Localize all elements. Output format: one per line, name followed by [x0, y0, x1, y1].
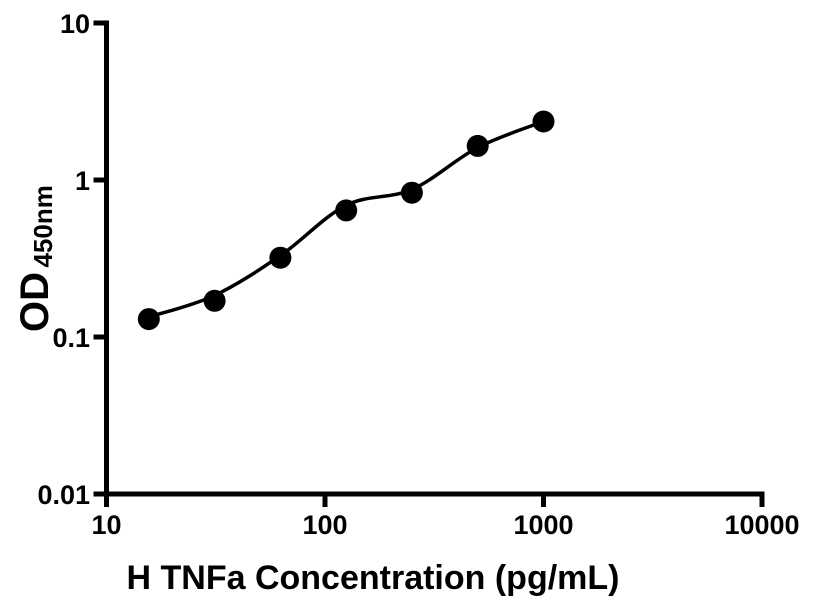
- y-tick-label: 10: [60, 9, 90, 39]
- y-axis-title: OD 450nm: [13, 185, 58, 332]
- x-tick-label: 1000: [513, 510, 573, 540]
- y-axis-title-subscript: 450nm: [28, 185, 58, 267]
- y-axis-title-main: OD: [13, 272, 57, 332]
- data-point: [532, 110, 555, 133]
- data-point: [137, 308, 160, 331]
- x-tick-label: 10000: [724, 510, 799, 540]
- ticks-group: [93, 20, 765, 507]
- x-axis-title: H TNFa Concentration (pg/mL): [127, 559, 620, 597]
- x-tick-label: 100: [302, 510, 347, 540]
- y-tick-label: 0.1: [52, 323, 90, 353]
- axes-group: [104, 20, 765, 497]
- tick-labels-group: 10 100 1000 10000 0.01 0.1 1 10: [37, 9, 799, 540]
- x-tick-label: 10: [91, 510, 121, 540]
- y-tick-label: 0.01: [37, 480, 90, 510]
- data-point: [335, 199, 358, 222]
- data-point: [466, 134, 489, 157]
- data-point: [269, 246, 292, 269]
- data-point: [203, 289, 226, 312]
- data-points-group: [137, 110, 555, 331]
- y-tick-label: 1: [75, 166, 90, 196]
- data-point: [400, 181, 423, 204]
